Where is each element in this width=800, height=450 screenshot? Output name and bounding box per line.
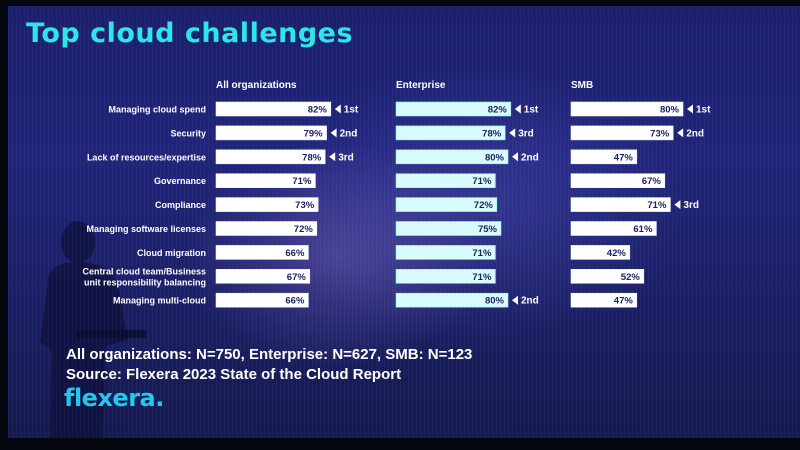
bar-value-label: 52% bbox=[621, 272, 641, 283]
bar bbox=[570, 197, 671, 212]
bar-value-label: 67% bbox=[287, 272, 307, 283]
rank-label: 1st bbox=[524, 105, 539, 116]
bar bbox=[215, 101, 332, 117]
category-label: Lack of resources/expertise bbox=[87, 152, 206, 162]
bar-value-label: 61% bbox=[633, 224, 653, 235]
bar bbox=[395, 149, 509, 165]
bar-value-label: 71% bbox=[292, 176, 312, 187]
bar bbox=[570, 125, 674, 141]
bar bbox=[215, 292, 309, 308]
rank-arrow-icon bbox=[512, 152, 518, 162]
bar-value-label: 47% bbox=[614, 296, 634, 307]
bar bbox=[395, 268, 496, 284]
slide-title: Top cloud challenges bbox=[26, 18, 354, 49]
category-label: Managing cloud spend bbox=[108, 105, 206, 115]
rank-arrow-icon bbox=[677, 128, 684, 138]
bar-value-label: 79% bbox=[304, 128, 324, 139]
series-header: All organizations bbox=[216, 80, 297, 91]
bar bbox=[395, 173, 496, 188]
bar-value-label: 72% bbox=[474, 200, 494, 211]
bar-value-label: 66% bbox=[285, 296, 305, 307]
sample-size-note: All organizations: N=750, Enterprise: N=… bbox=[66, 346, 473, 363]
bar bbox=[215, 125, 327, 141]
bar bbox=[395, 125, 506, 141]
rank-arrow-icon bbox=[687, 104, 693, 114]
bar-value-label: 78% bbox=[482, 128, 502, 139]
bar bbox=[570, 221, 657, 236]
bar bbox=[395, 221, 502, 236]
bar-value-label: 66% bbox=[285, 248, 305, 259]
rank-label: 2nd bbox=[521, 296, 539, 307]
bar bbox=[395, 292, 509, 308]
category-label: Governance bbox=[154, 176, 206, 186]
bar-value-label: 47% bbox=[614, 152, 634, 163]
bar bbox=[570, 292, 638, 308]
rank-arrow-icon bbox=[674, 200, 681, 210]
bar-value-label: 82% bbox=[488, 105, 508, 116]
bar-value-label: 71% bbox=[472, 272, 492, 283]
bar bbox=[395, 197, 498, 212]
bar bbox=[215, 221, 318, 236]
bar bbox=[570, 149, 638, 165]
bar bbox=[570, 245, 631, 260]
rank-arrow-icon bbox=[330, 128, 337, 138]
bar-value-label: 71% bbox=[472, 248, 492, 259]
rank-label: 3rd bbox=[518, 128, 534, 139]
bar-value-label: 71% bbox=[647, 200, 667, 211]
bar bbox=[395, 101, 512, 117]
bar-value-label: 73% bbox=[295, 200, 315, 211]
series-header: Enterprise bbox=[396, 80, 446, 91]
bar-value-label: 67% bbox=[642, 176, 662, 187]
rank-arrow-icon bbox=[329, 152, 336, 162]
bar bbox=[395, 245, 496, 260]
presenter-silhouette bbox=[40, 221, 146, 438]
rank-label: 2nd bbox=[521, 152, 539, 163]
category-label: Security bbox=[170, 128, 206, 138]
bar-value-label: 71% bbox=[472, 176, 492, 187]
rank-arrow-icon bbox=[512, 295, 518, 305]
logo-text: flexera bbox=[64, 384, 156, 412]
bar-value-label: 73% bbox=[650, 128, 670, 139]
bar bbox=[215, 268, 311, 284]
bar bbox=[215, 197, 319, 212]
rank-label: 1st bbox=[696, 105, 711, 116]
category-label: Cloud migration bbox=[137, 248, 206, 258]
rank-arrow-icon bbox=[514, 104, 521, 114]
bar bbox=[215, 149, 326, 165]
bar-value-label: 80% bbox=[485, 152, 505, 163]
category-label: Managing multi-cloud bbox=[113, 296, 206, 306]
rank-label: 2nd bbox=[686, 128, 704, 139]
bar-value-label: 42% bbox=[607, 248, 627, 259]
source-note: Source: Flexera 2023 State of the Cloud … bbox=[66, 366, 402, 383]
category-label: Compliance bbox=[155, 200, 206, 210]
rank-label: 3rd bbox=[338, 152, 354, 163]
bar bbox=[570, 173, 666, 188]
bar bbox=[570, 101, 684, 117]
rank-arrow-icon bbox=[509, 128, 516, 138]
category-label: unit responsibility balancing bbox=[84, 277, 206, 287]
rank-arrow-icon bbox=[334, 104, 341, 114]
flexera-logo: flexera. bbox=[64, 384, 164, 412]
bar-value-label: 80% bbox=[660, 105, 680, 116]
rank-label: 2nd bbox=[340, 128, 358, 139]
bar-value-label: 72% bbox=[294, 224, 314, 235]
rank-label: 1st bbox=[344, 105, 359, 116]
bar-value-label: 78% bbox=[302, 152, 322, 163]
category-label: Managing software licenses bbox=[86, 224, 206, 234]
rank-label: 3rd bbox=[683, 200, 699, 211]
series-header: SMB bbox=[571, 80, 593, 91]
bar bbox=[215, 245, 309, 260]
bar bbox=[570, 268, 645, 284]
bar-value-label: 82% bbox=[308, 105, 328, 116]
category-label: Central cloud team/Business bbox=[82, 266, 206, 276]
bar-value-label: 80% bbox=[485, 296, 505, 307]
bar-value-label: 75% bbox=[478, 224, 498, 235]
bar bbox=[215, 173, 316, 188]
